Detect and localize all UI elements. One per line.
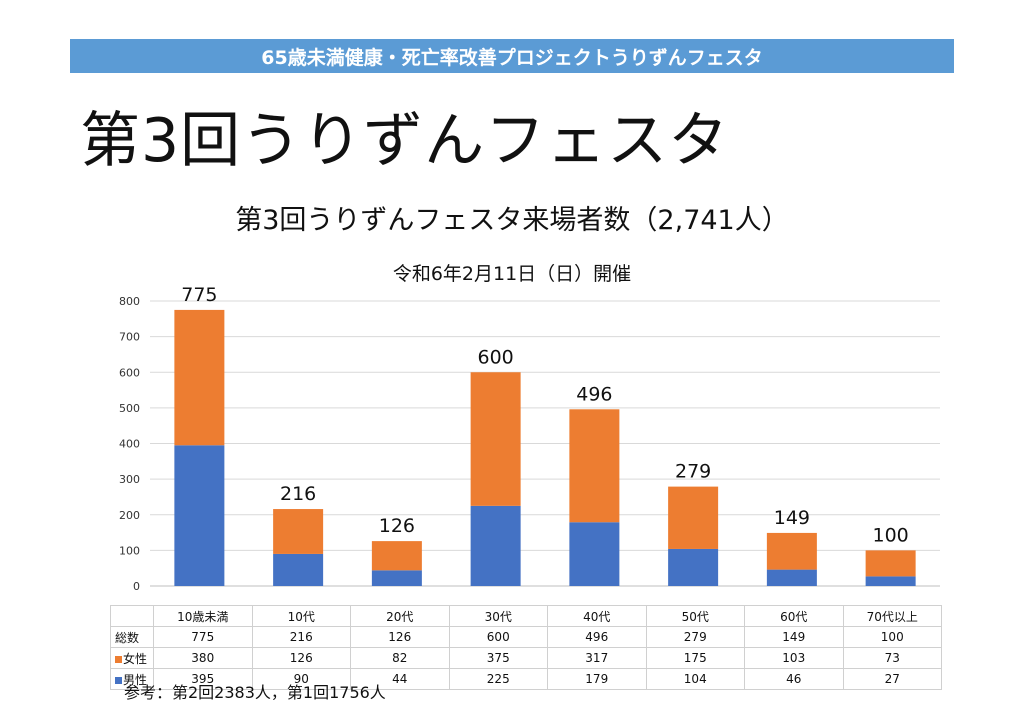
y-tick-label: 200 [119,509,140,522]
y-tick-label: 600 [119,366,140,379]
footnote: 参考：第2回2383人，第1回1756人 [124,683,386,702]
bar-segment [470,505,521,586]
data-table: 10歳未満 10代 20代 30代 40代 50代 60代 70代以上 総数 775 216 126 6… [110,605,942,690]
table-cell: 317 [547,647,647,669]
x-tick-label: 20代 [350,605,450,627]
bar-segment [273,553,324,586]
bar-segment [371,541,422,571]
table-cell: 496 [547,626,647,648]
y-tick-label: 400 [119,438,140,451]
bar-segment [273,509,324,554]
total-data-label: 149 [774,507,810,529]
legend-swatch [115,676,122,684]
row-label-series: 男性 [110,668,154,690]
total-data-label: 279 [675,461,711,483]
bar-segment [569,522,620,586]
table-cell: 73 [842,647,942,669]
chart-subtitle: 令和6年2月11日（日）開催 [392,263,632,285]
bar-segment [865,576,916,586]
table-cell: 775 [153,626,253,648]
y-tick-label: 700 [119,331,140,344]
table-row-series: 女性 380 126 82 375 317 175 103 73 [110,647,942,669]
table-cell: 103 [744,647,844,669]
table-cell: 175 [645,647,745,669]
table-cell: 149 [744,626,844,648]
bar-segment [470,372,521,506]
bar-segment [766,569,817,586]
legend-label: 男性 [123,672,148,687]
bar-segment [371,570,422,586]
table-row-total: 総数 775 216 126 600 496 279 149 100 [110,626,942,648]
table-cell: 126 [350,626,450,648]
total-data-label: 600 [477,346,513,368]
total-data-label: 216 [280,483,316,505]
x-tick-label: 30代 [448,605,548,627]
y-tick-label: 0 [133,580,140,593]
total-data-label: 775 [181,284,217,306]
header-banner: 65歳未満健康・死亡率改善プロジェクトうりずんフェスタ [70,39,954,73]
table-cell: 279 [645,626,745,648]
table-cell: 380 [153,647,253,669]
table-cell: 600 [448,626,548,648]
table-cell: 90 [251,668,351,690]
table-cell: 100 [842,626,942,648]
bar-segment [174,309,225,446]
y-tick-label: 300 [119,473,140,486]
total-data-label: 496 [576,383,612,405]
bar-segment [766,532,817,570]
bar-segment [668,548,719,586]
x-tick-label: 10代 [251,605,351,627]
table-cell: 225 [448,668,548,690]
chart-title: 第3回うりずんフェスタ来場者数（2,741人） [235,205,789,236]
table-corner [110,605,154,627]
x-tick-label: 70代以上 [842,605,942,627]
bar-segment [865,550,916,577]
y-tick-label: 500 [119,402,140,415]
table-header-row: 10歳未満 10代 20代 30代 40代 50代 60代 70代以上 [110,605,942,627]
y-tick-label: 100 [119,544,140,557]
table-cell: 82 [350,647,450,669]
table-cell: 104 [645,668,745,690]
table-cell: 44 [350,668,450,690]
bar-segment [668,486,719,549]
table-cell: 46 [744,668,844,690]
table-cell: 126 [251,647,351,669]
total-data-label: 126 [379,515,415,537]
table-cell: 179 [547,668,647,690]
x-tick-label: 50代 [645,605,745,627]
bar-segment [174,445,225,586]
legend-swatch [115,655,122,663]
row-label-total: 総数 [110,626,154,648]
total-data-label: 100 [872,524,908,546]
bar-segment [569,409,620,523]
slide-title: 第3回うりずんフェスタ [80,106,730,176]
x-tick-label: 10歳未満 [153,605,253,627]
table-cell: 27 [842,668,942,690]
table-row-series: 男性 395 90 44 225 179 104 46 27 [110,668,942,690]
table-cell: 395 [153,668,253,690]
x-tick-label: 60代 [744,605,844,627]
x-tick-label: 40代 [547,605,647,627]
table-cell: 216 [251,626,351,648]
legend-label: 女性 [123,651,148,666]
table-cell: 375 [448,647,548,669]
row-label-series: 女性 [110,647,154,669]
y-tick-label: 800 [119,295,140,308]
